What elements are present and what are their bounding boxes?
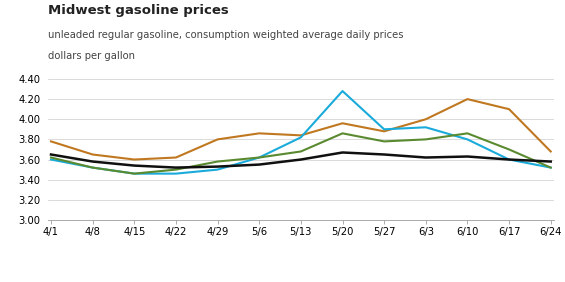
Midwest (PADD 2)	[339, 132, 346, 135]
United States	[547, 160, 554, 163]
Text: dollars per gallon: dollars per gallon	[48, 51, 135, 61]
United States	[423, 156, 429, 159]
Minn., N. Dak.	[214, 168, 221, 171]
Minn., N. Dak.	[131, 172, 138, 175]
Midwest (PADD 2)	[89, 166, 96, 169]
Minn., N. Dak.	[547, 166, 554, 169]
Midwest (PADD 2)	[464, 132, 471, 135]
Minn., N. Dak.	[506, 158, 512, 161]
United States	[172, 166, 179, 169]
Midwest (PADD 2)	[214, 160, 221, 163]
Midwest (PADD 2)	[172, 168, 179, 171]
Minn., N. Dak.	[256, 156, 263, 159]
United States	[339, 151, 346, 154]
Mich., Ind., Ill.	[172, 156, 179, 159]
Mich., Ind., Ill.	[298, 134, 305, 137]
Mich., Ind., Ill.	[423, 118, 429, 121]
Midwest (PADD 2)	[423, 138, 429, 141]
United States	[47, 153, 54, 156]
Mich., Ind., Ill.	[381, 130, 388, 133]
Minn., N. Dak.	[423, 125, 429, 129]
Line: Midwest (PADD 2): Midwest (PADD 2)	[51, 133, 551, 174]
Midwest (PADD 2)	[506, 148, 512, 151]
Minn., N. Dak.	[172, 172, 179, 175]
Line: Minn., N. Dak.: Minn., N. Dak.	[51, 91, 551, 174]
United States	[506, 158, 512, 161]
Legend: Mich., Ind., Ill., Minn., N. Dak., Midwest (PADD 2), United States: Mich., Ind., Ill., Minn., N. Dak., Midwe…	[70, 279, 481, 282]
United States	[131, 164, 138, 167]
United States	[256, 163, 263, 166]
Mich., Ind., Ill.	[464, 97, 471, 101]
Midwest (PADD 2)	[131, 172, 138, 175]
Mich., Ind., Ill.	[256, 132, 263, 135]
United States	[298, 158, 305, 161]
Mich., Ind., Ill.	[214, 138, 221, 141]
Minn., N. Dak.	[464, 138, 471, 141]
Midwest (PADD 2)	[298, 150, 305, 153]
Text: Midwest gasoline prices: Midwest gasoline prices	[48, 4, 229, 17]
United States	[464, 155, 471, 158]
United States	[89, 160, 96, 163]
Mich., Ind., Ill.	[47, 140, 54, 143]
Minn., N. Dak.	[47, 158, 54, 161]
Mich., Ind., Ill.	[547, 150, 554, 153]
Midwest (PADD 2)	[47, 156, 54, 159]
Minn., N. Dak.	[298, 136, 305, 139]
Mich., Ind., Ill.	[89, 153, 96, 156]
Midwest (PADD 2)	[381, 140, 388, 143]
Mich., Ind., Ill.	[506, 107, 512, 111]
Mich., Ind., Ill.	[339, 122, 346, 125]
United States	[381, 153, 388, 156]
Minn., N. Dak.	[89, 166, 96, 169]
United States	[214, 165, 221, 168]
Midwest (PADD 2)	[256, 156, 263, 159]
Mich., Ind., Ill.	[131, 158, 138, 161]
Midwest (PADD 2)	[547, 166, 554, 169]
Minn., N. Dak.	[381, 128, 388, 131]
Text: unleaded regular gasoline, consumption weighted average daily prices: unleaded regular gasoline, consumption w…	[48, 30, 403, 39]
Line: Mich., Ind., Ill.: Mich., Ind., Ill.	[51, 99, 551, 160]
Line: United States: United States	[51, 153, 551, 168]
Minn., N. Dak.	[339, 89, 346, 93]
